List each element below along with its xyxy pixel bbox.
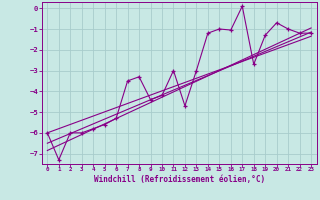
- X-axis label: Windchill (Refroidissement éolien,°C): Windchill (Refroidissement éolien,°C): [94, 175, 265, 184]
